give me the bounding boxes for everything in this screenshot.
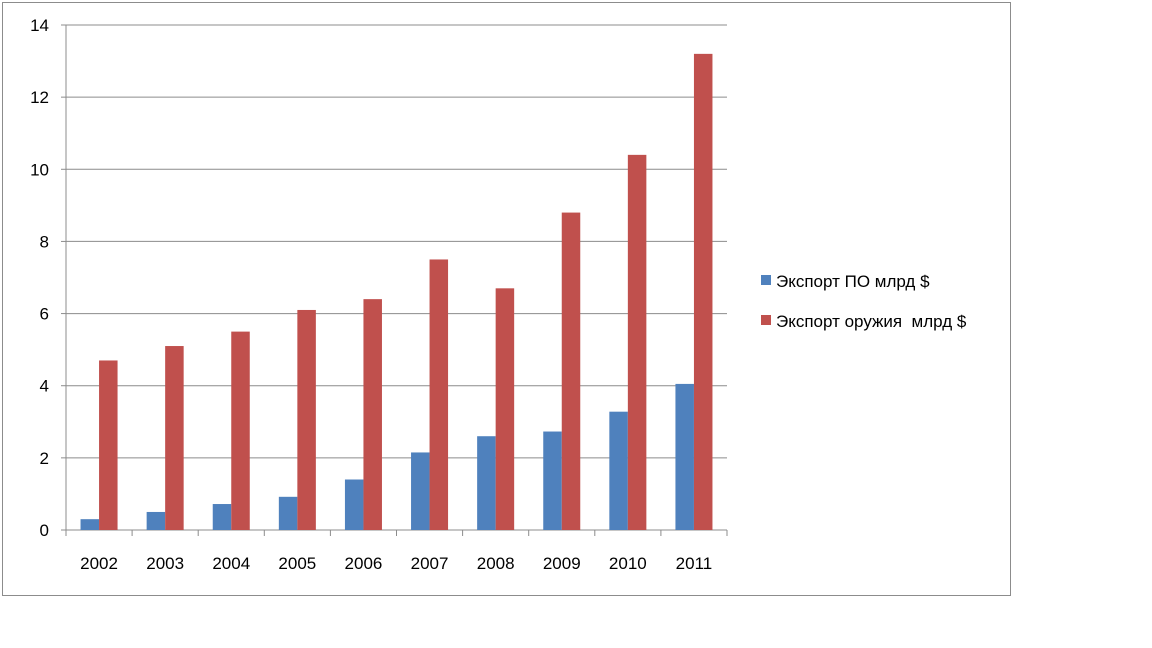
x-tick-label: 2010 bbox=[609, 554, 647, 573]
y-tick-label: 10 bbox=[30, 160, 49, 179]
x-tick-label: 2008 bbox=[477, 554, 515, 573]
y-tick-label: 2 bbox=[40, 449, 49, 468]
legend: Экспорт ПО млрд $ Экспорт оружия млрд $ bbox=[761, 272, 967, 331]
bar-software-export bbox=[675, 383, 694, 530]
bar-weapons-export bbox=[99, 360, 118, 530]
bar-weapons-export bbox=[627, 154, 647, 530]
bar-software-export bbox=[146, 511, 166, 530]
legend-swatch-weapons bbox=[761, 315, 771, 325]
y-tick-labels: 0 2 4 6 8 10 12 14 bbox=[30, 16, 49, 540]
bar-software-export bbox=[477, 436, 496, 530]
bar-weapons-export bbox=[693, 53, 713, 530]
bar-weapons-export bbox=[495, 288, 515, 530]
y-tick-label: 14 bbox=[30, 16, 49, 35]
bar-software-export bbox=[278, 496, 298, 530]
x-tick-label: 2009 bbox=[543, 554, 581, 573]
bar-software-export bbox=[609, 411, 628, 530]
bar-weapons-export bbox=[363, 299, 382, 530]
legend-label-software: Экспорт ПО млрд $ bbox=[776, 272, 930, 291]
bar-chart: 0 2 4 6 8 10 12 14 2002 2003 2004 2005 2006 2007 2008… bbox=[30, 16, 967, 573]
bar-software-export bbox=[411, 452, 430, 530]
x-tick-label: 2002 bbox=[80, 554, 118, 573]
y-tick-label: 0 bbox=[40, 521, 49, 540]
x-tick-label: 2004 bbox=[212, 554, 250, 573]
x-tick-label: 2005 bbox=[278, 554, 316, 573]
bar-software-export bbox=[212, 504, 232, 530]
legend-label-weapons: Экспорт оружия млрд $ bbox=[776, 312, 967, 331]
x-tick-label: 2003 bbox=[146, 554, 184, 573]
y-tick-label: 6 bbox=[40, 305, 49, 324]
legend-swatch-software bbox=[761, 275, 771, 285]
bar-software-export bbox=[543, 431, 562, 530]
x-tick-label: 2011 bbox=[676, 554, 713, 573]
bar-software-export bbox=[344, 479, 364, 530]
bar-weapons-export bbox=[165, 346, 184, 530]
y-tick-label: 12 bbox=[30, 88, 49, 107]
y-tick-label: 4 bbox=[40, 377, 49, 396]
bar-weapons-export bbox=[429, 259, 449, 530]
bars bbox=[80, 53, 713, 531]
x-tick-label: 2007 bbox=[411, 554, 449, 573]
bar-weapons-export bbox=[297, 309, 316, 530]
y-tick-label: 8 bbox=[40, 232, 49, 251]
bar-software-export bbox=[80, 519, 100, 530]
x-tick-labels: 2002 2003 2004 2005 2006 2007 2008 2009 2010 2011 bbox=[80, 554, 712, 573]
x-tick-label: 2006 bbox=[345, 554, 383, 573]
bar-weapons-export bbox=[561, 212, 581, 531]
bar-weapons-export bbox=[231, 331, 250, 530]
chart-frame: 0 2 4 6 8 10 12 14 2002 2003 2004 2005 2006 2007 2008… bbox=[2, 2, 1011, 596]
